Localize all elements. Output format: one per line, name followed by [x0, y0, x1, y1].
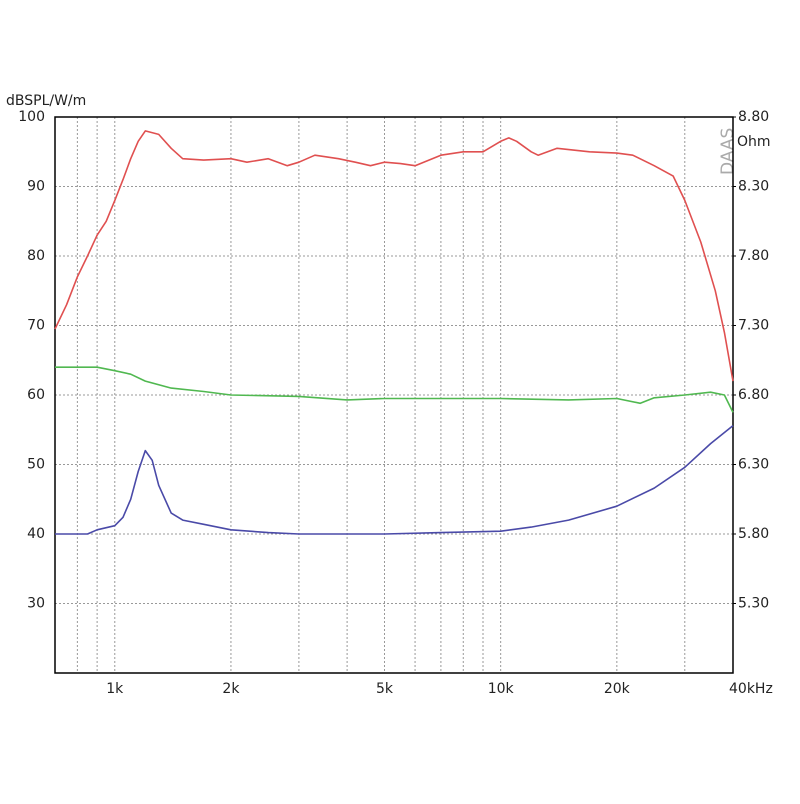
- y-tick-label: 90: [27, 179, 45, 195]
- y2-tick-label: 5.30: [738, 596, 769, 612]
- y-tick-label: 30: [27, 596, 45, 612]
- x-tick-label: 10k: [488, 681, 515, 697]
- x-tick-label: 40kHz: [729, 681, 773, 697]
- y-tick-label: 50: [27, 457, 45, 473]
- y2-tick-label: 6.80: [738, 387, 769, 403]
- series-line: [55, 366, 734, 413]
- watermark: DAAS: [718, 128, 738, 175]
- x-tick-label: 2k: [222, 681, 240, 697]
- y2-tick-label: 5.80: [738, 526, 769, 542]
- y-tick-label: 100: [18, 109, 45, 125]
- y2-axis-label: Ohm: [737, 134, 771, 150]
- y-tick-label: 60: [27, 387, 45, 403]
- series-line: [55, 424, 734, 535]
- series-line: [54, 130, 734, 382]
- y-axis-label: dBSPL/W/m: [6, 93, 86, 109]
- y2-tick-label: 7.30: [738, 318, 769, 334]
- y-tick-label: 40: [27, 526, 45, 542]
- y2-tick-label: 8.30: [738, 179, 769, 195]
- y2-tick-label: 7.80: [738, 248, 769, 264]
- y2-tick-label: 8.80: [738, 109, 769, 125]
- x-tick-label: 20k: [604, 681, 631, 697]
- y2-tick-label: 6.30: [738, 457, 769, 473]
- x-tick-label: 5k: [376, 681, 394, 697]
- y-tick-label: 80: [27, 248, 45, 264]
- plot-border: [54, 116, 734, 674]
- x-tick-label: 1k: [106, 681, 124, 697]
- y-tick-label: 70: [27, 318, 45, 334]
